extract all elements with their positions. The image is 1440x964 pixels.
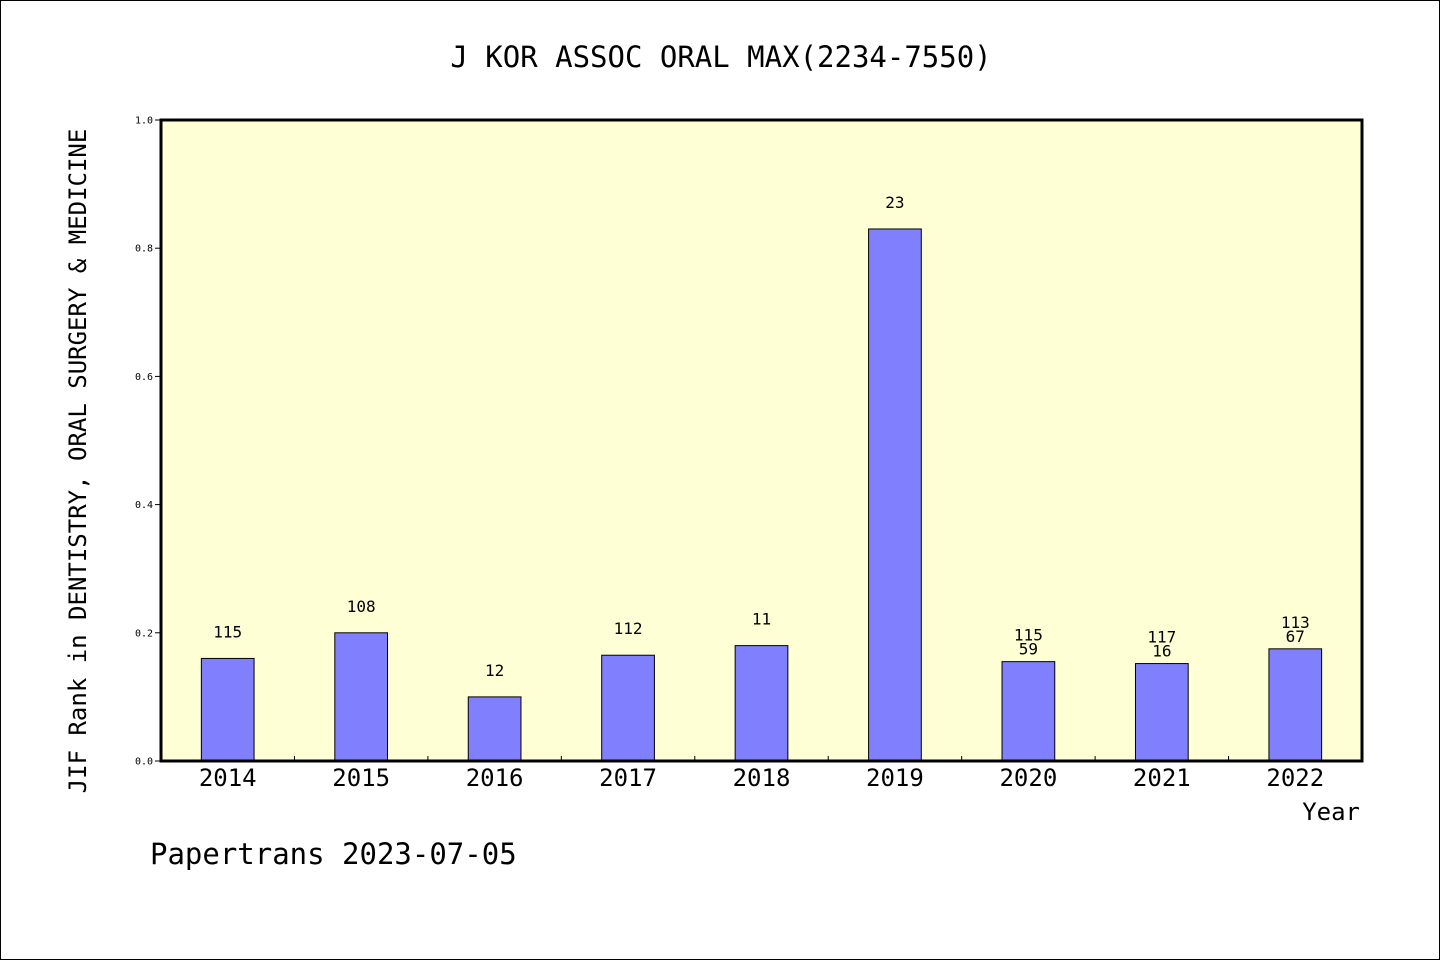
x-tick-label-2016: 2016: [466, 764, 524, 792]
y-tick-label: 1.0: [135, 116, 153, 127]
bar-label-2020: 59: [1019, 640, 1038, 659]
bar-label-2015: 108: [347, 597, 376, 616]
x-tick-label-2018: 2018: [733, 764, 791, 792]
bar-2015: [334, 632, 389, 762]
y-tick-label: 0.8: [135, 244, 153, 255]
x-tick-label-2020: 2020: [999, 764, 1057, 792]
bar-2022: [1268, 648, 1323, 762]
bar-2016: [467, 696, 522, 762]
x-tick-label-2017: 2017: [599, 764, 657, 792]
plot-border: [159, 118, 1364, 763]
bar-2021: [1134, 663, 1189, 762]
y-tick-label: 0.2: [135, 628, 153, 639]
bar-label-2022: 67: [1286, 627, 1305, 646]
bar-label-2021: 16: [1152, 642, 1171, 661]
bar-label-2017: 112: [614, 619, 643, 638]
bar-label-2020: 115: [1014, 626, 1043, 645]
x-ticks-group: 2014 2015 2016 2017 2018 2019 2020 2021 2022: [199, 756, 1324, 792]
x-tick-label-2015: 2015: [332, 764, 390, 792]
y-tick-label: 0.6: [135, 372, 153, 383]
x-axis-label: Year: [1302, 798, 1360, 826]
bar-2018: [734, 645, 789, 762]
bar-label-2014: 115: [213, 622, 242, 641]
x-tick-label-2022: 2022: [1266, 764, 1324, 792]
x-tick-label-2014: 2014: [199, 764, 257, 792]
y-ticks-group: 0.0 0.2 0.4 0.6 0.8 1.0: [135, 116, 161, 768]
bar-2014: [200, 657, 255, 762]
footer-credit: Papertrans 2023-07-05: [150, 837, 517, 871]
bar-label-2018: 11: [752, 610, 771, 629]
bar-2017: [601, 654, 655, 762]
bar-2020: [1001, 661, 1056, 762]
x-tick-label-2019: 2019: [866, 764, 924, 792]
y-axis-label: JIF Rank in DENTISTRY, ORAL SURGERY & ME…: [64, 129, 92, 794]
bar-2019: [868, 228, 922, 762]
x-tick-label-2021: 2021: [1133, 764, 1191, 792]
bar-label-2022: 113: [1281, 613, 1310, 632]
y-tick-label: 0.4: [135, 500, 153, 511]
bars-group: [200, 228, 1323, 762]
bar-label-2019: 23: [885, 193, 904, 212]
chart-title: J KOR ASSOC ORAL MAX(2234-7550): [450, 40, 991, 74]
bar-label-2021: 117: [1147, 628, 1176, 647]
bar-label-2016: 12: [485, 661, 504, 680]
y-tick-label: 0.0: [135, 757, 153, 768]
